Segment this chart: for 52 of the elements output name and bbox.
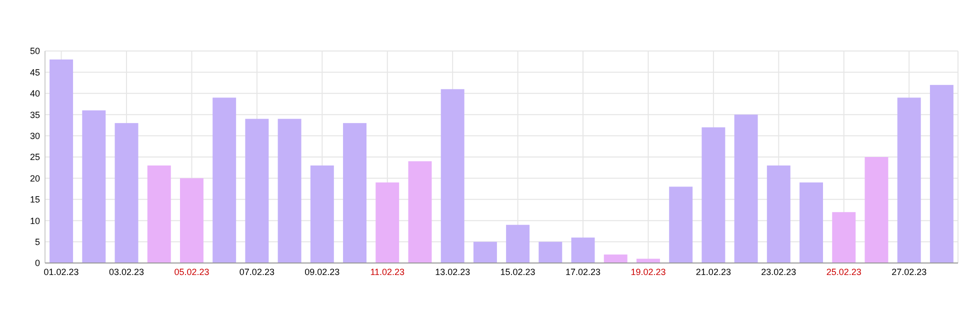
y-tick-label: 0 (34, 258, 40, 268)
x-tick-label: 07.02.23 (239, 267, 274, 277)
bar (114, 123, 138, 263)
bar (50, 59, 74, 263)
y-tick-label: 15 (30, 194, 40, 205)
x-tick-label: 15.02.23 (500, 267, 536, 277)
y-tick-label: 5 (34, 236, 40, 247)
bar (376, 182, 400, 263)
y-tick-label: 45 (30, 67, 40, 78)
bar (864, 157, 888, 263)
y-tick-label: 30 (30, 130, 40, 141)
bar (473, 242, 497, 263)
bar (538, 242, 562, 263)
bar (766, 165, 790, 263)
bar (604, 254, 628, 263)
y-tick-label: 35 (30, 110, 40, 120)
y-tick-label: 40 (30, 88, 40, 99)
bar (832, 212, 856, 263)
x-tick-label: 01.02.23 (44, 267, 79, 277)
x-tick-label: 09.02.23 (304, 267, 340, 277)
bar (440, 89, 464, 263)
x-tick-label: 25.02.23 (826, 267, 862, 277)
x-tick-label: 17.02.23 (565, 267, 601, 277)
bar (245, 118, 269, 263)
x-tick-label: 13.02.23 (435, 267, 470, 277)
y-tick-label: 25 (30, 152, 40, 162)
bar (180, 178, 204, 263)
x-tick-label: 23.02.23 (761, 267, 796, 277)
bar (343, 123, 367, 263)
bar (897, 98, 921, 263)
x-tick-label: 05.02.23 (174, 267, 210, 277)
bar (571, 238, 595, 263)
y-tick-label: 10 (30, 216, 40, 226)
bar (669, 186, 693, 263)
x-tick-label: 21.02.23 (696, 267, 731, 277)
bar (408, 161, 432, 263)
x-tick-label: 19.02.23 (630, 267, 666, 277)
y-tick-label: 50 (30, 46, 40, 56)
y-tick-label: 20 (30, 173, 40, 184)
bar (310, 165, 334, 263)
bar (506, 224, 530, 263)
x-tick-label: 27.02.23 (892, 267, 927, 277)
x-tick-label: 03.02.23 (108, 267, 144, 277)
bar (930, 84, 954, 263)
bar (278, 118, 302, 263)
bar (212, 98, 236, 263)
bar (147, 165, 171, 263)
bar (734, 114, 758, 263)
bar (702, 127, 726, 263)
x-tick-label: 11.02.23 (370, 267, 405, 277)
bar (800, 182, 824, 263)
bar (82, 110, 106, 263)
